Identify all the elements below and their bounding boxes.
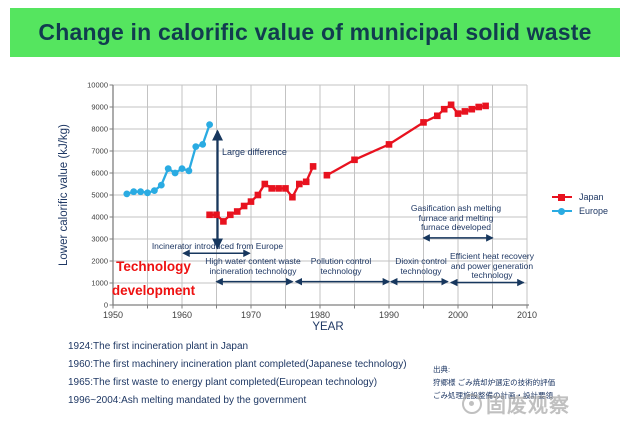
japan-data-point — [351, 156, 358, 164]
y-tick-label: 9000 — [91, 103, 108, 112]
source-line: ごみ処理施設整備の計画・設計要領 — [433, 391, 553, 400]
watermark-text: 固废观察 — [486, 395, 570, 417]
japan-data-point — [468, 105, 476, 113]
japan-data-point — [482, 102, 489, 110]
timeline-notes: 1924:The first incineration plant in Jap… — [68, 341, 407, 413]
japan-data-point — [268, 185, 275, 192]
japan-data-point — [461, 108, 469, 115]
y-tick-label: 8000 — [91, 125, 108, 134]
x-tick-label: 1950 — [103, 310, 123, 320]
x-axis-title: YEAR — [312, 321, 343, 333]
europe-data-point — [137, 188, 145, 196]
y-tick-label: 0 — [104, 301, 108, 310]
japan-data-point — [227, 211, 234, 219]
y-tick-label: 4000 — [91, 213, 108, 222]
japan-data-point — [247, 198, 255, 205]
y-tick-label: 10000 — [87, 81, 108, 90]
japan-series-line — [209, 165, 315, 223]
japan-legend-marker-icon — [552, 193, 572, 201]
japan-data-point — [240, 202, 248, 210]
japan-data-point — [309, 163, 317, 170]
watermark: 固废观察 — [462, 389, 570, 418]
page-title: Change in calorific value of municipal s… — [38, 19, 592, 45]
japan-data-point — [447, 101, 455, 109]
japan-data-point — [475, 103, 482, 111]
y-tick-label: 2000 — [91, 257, 108, 266]
timeline-note: 1996~2004:Ash melting mandated by the go… — [68, 395, 307, 406]
x-tick-label: 1970 — [241, 310, 261, 320]
japan-data-point — [420, 119, 427, 126]
watermark-logo-icon — [462, 393, 482, 414]
japan-data-point — [206, 211, 213, 219]
europe-data-point — [130, 188, 138, 196]
annotation-efficient-heat: Efficient heat recovery and power genera… — [450, 251, 534, 280]
europe-data-point — [171, 169, 179, 177]
japan-data-point — [275, 185, 282, 192]
europe-data-point — [157, 181, 165, 189]
japan-data-point — [233, 208, 241, 215]
europe-data-point — [206, 121, 214, 128]
japan-data-point — [296, 180, 303, 188]
annotation-high-water: High water content waste incineration te… — [205, 256, 301, 276]
legend-label: Europe — [579, 206, 609, 216]
europe-data-point — [185, 167, 193, 175]
x-tick-label: 1960 — [172, 310, 192, 320]
europe-data-point — [164, 165, 172, 173]
japan-series-line — [326, 103, 486, 177]
japan-data-point — [434, 112, 441, 120]
europe-data-point — [192, 143, 200, 151]
japan-data-point — [454, 110, 462, 117]
japan-data-point — [213, 211, 220, 219]
europe-data-point — [151, 187, 158, 195]
y-tick-label: 1000 — [91, 279, 108, 288]
y-tick-label: 3000 — [91, 235, 108, 244]
timeline-note: 1965:The first waste to energy plant com… — [68, 377, 378, 388]
x-tick-label: 2010 — [517, 310, 537, 320]
japan-data-point — [323, 171, 331, 179]
x-tick-label: 1980 — [310, 310, 330, 320]
y-tick-label: 6000 — [91, 169, 108, 178]
source-line: 狩郷様 ごみ焼却炉選定の技術的評価 — [433, 378, 556, 387]
europe-series-line — [126, 124, 211, 195]
annotation-dioxin-control: Dioxin control technology — [395, 256, 447, 276]
europe-data-point — [123, 190, 131, 198]
source-label: 出典: — [433, 365, 451, 374]
japan-data-point — [289, 193, 296, 201]
europe-data-point — [144, 189, 151, 197]
japan-data-point — [261, 180, 269, 188]
annotation-pollution-control: Pollution control technology — [310, 256, 372, 276]
legend-item-europe: Europe — [552, 204, 608, 218]
europe-data-point — [178, 165, 186, 173]
title-banner: Change in calorific value of municipal s… — [10, 8, 620, 57]
y-tick-label: 5000 — [91, 191, 108, 200]
japan-data-point — [302, 178, 310, 186]
source-note: 出典: 狩郷様 ごみ焼却炉選定の技術的評価 ごみ処理施設整備の計画・設計要領 — [433, 363, 555, 402]
europe-legend-marker-icon — [552, 207, 572, 215]
japan-data-point — [282, 185, 289, 192]
y-tick-label: 7000 — [91, 147, 108, 156]
europe-data-point — [199, 141, 207, 148]
japan-data-point — [440, 105, 448, 113]
japan-data-point — [385, 141, 393, 148]
legend: Japan Europe — [552, 190, 608, 218]
timeline-note: 1924:The first incineration plant in Jap… — [68, 341, 249, 352]
legend-label: Japan — [579, 192, 604, 202]
timeline-note: 1960:The first machinery incineration pl… — [68, 359, 407, 370]
japan-data-point — [220, 218, 227, 225]
y-axis-title: Lower calorific value (kJ/kg) — [58, 124, 70, 266]
x-tick-label: 1990 — [379, 310, 399, 320]
annotation-technology-development: Technology development — [111, 259, 196, 298]
annotation-gasification: Gasification ash melting furnace and mel… — [410, 203, 502, 232]
x-tick-label: 2000 — [448, 310, 468, 320]
japan-data-point — [254, 191, 262, 199]
legend-item-japan: Japan — [552, 190, 608, 204]
annotation-large-difference: Large difference — [222, 147, 287, 157]
annotation-incinerator: Incinerator introduced from Europe — [151, 241, 284, 251]
